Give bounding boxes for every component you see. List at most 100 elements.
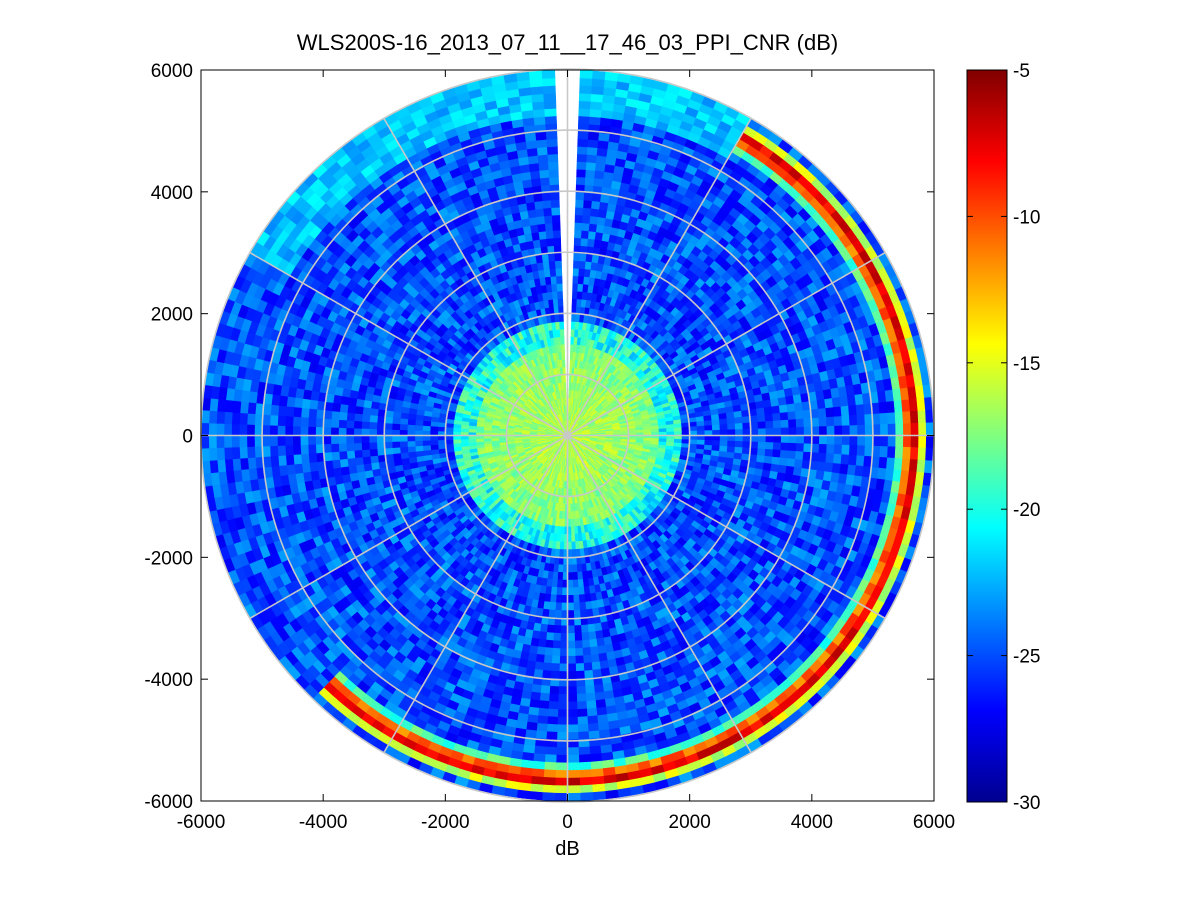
- cnr-cell: [917, 410, 927, 424]
- cnr-cell: [572, 275, 580, 284]
- cnr-cell: [567, 731, 579, 741]
- cnr-cell: [544, 754, 557, 764]
- cnr-cell: [579, 776, 593, 786]
- cnr-cell: [857, 424, 866, 436]
- cnr-cell: [551, 647, 561, 657]
- cnr-cell: [589, 215, 599, 225]
- cnr-cell: [826, 425, 836, 436]
- cnr-cell: [711, 419, 721, 426]
- cnr-cell: [818, 426, 828, 436]
- cnr-cell: [583, 669, 594, 679]
- cnr-cell: [841, 425, 851, 436]
- cnr-cell: [576, 571, 584, 581]
- cnr-cell: [879, 412, 889, 425]
- cnr-cell: [535, 653, 545, 664]
- cnr-cell: [886, 400, 896, 414]
- cnr-cell: [567, 777, 581, 787]
- cnr-cell: [580, 230, 590, 239]
- cnr-cell: [849, 435, 858, 446]
- cnr-cell: [570, 526, 575, 535]
- cnr-cell: [727, 423, 736, 431]
- cnr-cell: [578, 115, 591, 125]
- cnr-cell: [779, 412, 789, 421]
- cnr-cell: [596, 645, 607, 655]
- cnr-cell: [778, 404, 789, 414]
- cnr-cell: [765, 442, 774, 451]
- cnr-cell: [540, 685, 551, 695]
- cnr-cell: [516, 789, 531, 800]
- cnr-cell: [577, 716, 589, 726]
- cnr-cell: [572, 267, 580, 277]
- cnr-cell: [772, 449, 782, 459]
- cnr-cell: [503, 787, 518, 798]
- cnr-cell: [787, 450, 797, 460]
- cnr-cell: [793, 402, 804, 412]
- cnr-cell: [582, 654, 592, 664]
- cnr-cell: [543, 769, 557, 779]
- cnr-cell: [557, 571, 564, 581]
- cnr-cell: [788, 419, 797, 429]
- cnr-cell: [765, 427, 775, 436]
- cnr-cell: [591, 668, 602, 679]
- cnr-cell: [572, 282, 579, 292]
- cnr-cell: [537, 638, 547, 648]
- cnr-cell: [803, 435, 813, 445]
- cnr-cell: [832, 453, 843, 465]
- cnr-cell: [770, 398, 780, 408]
- cnr-cell: [857, 435, 866, 447]
- cnr-cell: [542, 784, 556, 794]
- cnr-cell: [593, 683, 604, 694]
- cnr-cell: [765, 435, 775, 444]
- cnr-cell: [531, 768, 545, 778]
- cnr-cell: [925, 435, 934, 449]
- cnr-cell: [771, 456, 781, 466]
- cnr-cell: [726, 417, 736, 425]
- cnr-cell: [725, 411, 735, 420]
- cnr-cell: [588, 638, 598, 648]
- cnr-cell: [910, 422, 920, 436]
- cnr-cell: [831, 463, 842, 475]
- cnr-cell: [908, 398, 919, 412]
- cnr-cell: [578, 594, 586, 603]
- cnr-cell: [832, 406, 843, 418]
- cnr-cell: [525, 721, 538, 732]
- cnr-cell: [597, 139, 610, 150]
- cnr-cell: [856, 414, 866, 426]
- cnr-cell: [771, 405, 781, 415]
- cnr-cell: [559, 655, 568, 665]
- cnr-cell: [545, 632, 555, 641]
- cnr-cell: [541, 792, 556, 801]
- cnr-cell: [587, 623, 596, 633]
- cnr-cell: [590, 653, 600, 664]
- cnr-cell: [559, 633, 568, 642]
- cnr-cell: [841, 444, 851, 456]
- cnr-cell: [551, 655, 561, 665]
- cnr-cell: [574, 214, 584, 224]
- cnr-cell: [764, 413, 774, 423]
- cnr-cell: [878, 456, 888, 470]
- cnr-cell: [595, 162, 607, 172]
- cnr-cell: [588, 116, 602, 126]
- cnr-cell: [550, 670, 560, 680]
- cnr-cell: [559, 648, 568, 657]
- cnr-cell: [916, 397, 926, 412]
- cnr-cell: [719, 435, 729, 442]
- cnr-cell: [578, 92, 592, 102]
- cnr-cell: [765, 420, 774, 429]
- cnr-cell: [547, 701, 559, 710]
- cnr-cell: [763, 406, 773, 416]
- cnr-cell: [777, 396, 788, 407]
- cnr-cell: [557, 693, 568, 703]
- cnr-cell: [757, 428, 767, 436]
- cnr-cell: [864, 424, 874, 436]
- cnr-cell: [577, 723, 589, 733]
- cnr-cell: [567, 701, 578, 710]
- cnr-cell: [579, 792, 594, 801]
- cnr-cell: [570, 533, 576, 543]
- cnr-cell: [779, 450, 789, 459]
- cnr-cell: [918, 422, 927, 436]
- cnr-cell: [786, 458, 796, 468]
- cnr-cell: [585, 608, 594, 618]
- cnr-cell: [567, 785, 581, 794]
